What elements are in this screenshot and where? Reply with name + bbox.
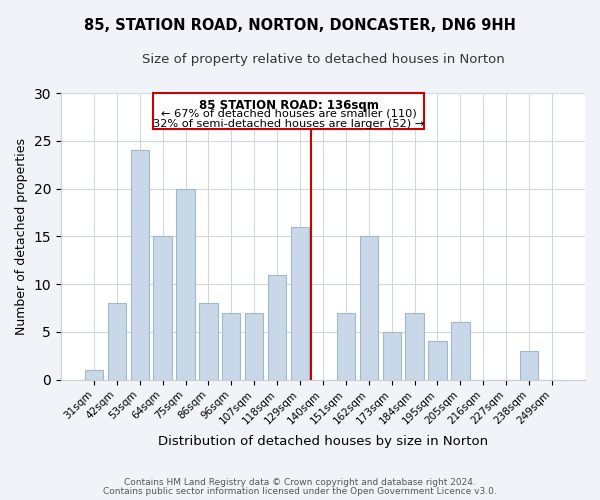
Text: 32% of semi-detached houses are larger (52) →: 32% of semi-detached houses are larger (… [153,119,424,129]
Bar [359,236,378,380]
Bar [291,227,309,380]
Title: Size of property relative to detached houses in Norton: Size of property relative to detached ho… [142,52,505,66]
Bar [154,236,172,380]
Bar [406,312,424,380]
Bar [520,351,538,380]
Bar [383,332,401,380]
Bar [245,312,263,380]
Bar [428,342,446,380]
Text: ← 67% of detached houses are smaller (110): ← 67% of detached houses are smaller (11… [161,109,416,119]
Bar [451,322,470,380]
Y-axis label: Number of detached properties: Number of detached properties [15,138,28,335]
Text: Contains HM Land Registry data © Crown copyright and database right 2024.: Contains HM Land Registry data © Crown c… [124,478,476,487]
FancyBboxPatch shape [154,93,424,130]
Text: Contains public sector information licensed under the Open Government Licence v3: Contains public sector information licen… [103,487,497,496]
Bar [337,312,355,380]
Bar [107,303,126,380]
Text: 85, STATION ROAD, NORTON, DONCASTER, DN6 9HH: 85, STATION ROAD, NORTON, DONCASTER, DN6… [84,18,516,32]
Bar [131,150,149,380]
Bar [268,274,286,380]
Bar [199,303,218,380]
Bar [176,188,194,380]
Text: 85 STATION ROAD: 136sqm: 85 STATION ROAD: 136sqm [199,99,379,112]
Bar [222,312,241,380]
Bar [85,370,103,380]
X-axis label: Distribution of detached houses by size in Norton: Distribution of detached houses by size … [158,434,488,448]
